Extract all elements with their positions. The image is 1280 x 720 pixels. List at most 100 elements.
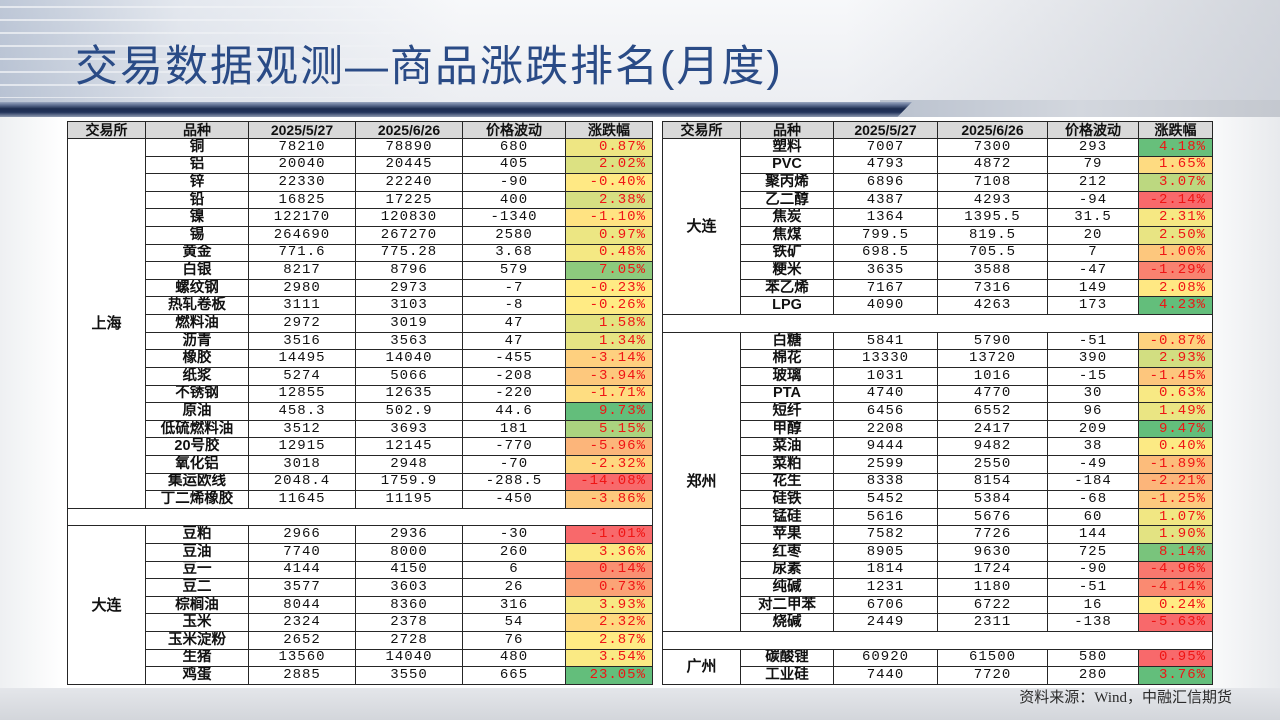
separator-cell bbox=[662, 314, 1213, 333]
price-change-cell: 181 bbox=[462, 419, 566, 439]
pct-change-cell: -3.86% bbox=[565, 490, 653, 509]
table-row: 锰硅 5616 5676 60 1.07% bbox=[663, 507, 1213, 527]
price-start-cell: 13560 bbox=[248, 648, 356, 668]
variety-cell: 红枣 bbox=[740, 543, 834, 562]
variety-cell: 黄金 bbox=[145, 243, 249, 263]
price-change-cell: 144 bbox=[1047, 525, 1139, 545]
price-change-cell: -68 bbox=[1047, 490, 1139, 509]
price-start-cell: 22330 bbox=[248, 173, 356, 192]
variety-cell: 生猪 bbox=[145, 648, 249, 668]
price-end-cell: 3693 bbox=[355, 419, 463, 439]
variety-cell: 白银 bbox=[145, 261, 249, 280]
price-start-cell: 12855 bbox=[248, 384, 356, 404]
price-change-cell: -90 bbox=[1047, 560, 1139, 580]
price-end-cell: 8360 bbox=[355, 595, 463, 615]
pct-change-cell: -0.87% bbox=[1138, 331, 1213, 351]
price-change-cell: 30 bbox=[1047, 384, 1139, 404]
price-end-cell: 2311 bbox=[937, 613, 1048, 633]
price-change-cell: 212 bbox=[1047, 173, 1139, 192]
pct-change-cell: 2.31% bbox=[1138, 208, 1213, 228]
table-head: 交易所 品种 2025/5/27 2025/6/26 价格波动 涨跌幅 bbox=[67, 121, 653, 139]
price-end-cell: 267270 bbox=[355, 226, 463, 245]
variety-cell: 豆油 bbox=[145, 543, 249, 562]
price-end-cell: 7316 bbox=[937, 278, 1048, 298]
price-start-cell: 4793 bbox=[833, 155, 938, 175]
header-band-right bbox=[880, 100, 1280, 118]
price-end-cell: 3563 bbox=[355, 331, 463, 351]
variety-cell: 燃料油 bbox=[145, 314, 249, 333]
price-start-cell: 2208 bbox=[833, 419, 938, 439]
variety-cell: 镍 bbox=[145, 208, 249, 228]
price-end-cell: 1180 bbox=[937, 578, 1048, 597]
table-row: 玻璃 1031 1016 -15 -1.45% bbox=[663, 366, 1213, 386]
price-end-cell: 1016 bbox=[937, 366, 1048, 386]
variety-cell: 锰硅 bbox=[740, 507, 834, 527]
price-start-cell: 3516 bbox=[248, 331, 356, 351]
price-start-cell: 458.3 bbox=[248, 402, 356, 421]
price-end-cell: 7108 bbox=[937, 173, 1048, 192]
separator-cell bbox=[662, 631, 1213, 650]
price-start-cell: 13330 bbox=[833, 349, 938, 368]
table-row: 不锈钢 12855 12635 -220 -1.71% bbox=[68, 384, 653, 404]
price-end-cell: 2948 bbox=[355, 454, 463, 474]
table-row: 甲醇 2208 2417 209 9.47% bbox=[663, 419, 1213, 439]
variety-cell: 对二甲苯 bbox=[740, 595, 834, 615]
variety-cell: 螺纹钢 bbox=[145, 278, 249, 298]
pct-change-cell: 1.90% bbox=[1138, 525, 1213, 545]
table-row: 纸浆 5274 5066 -208 -3.94% bbox=[68, 366, 653, 386]
variety-cell: 焦炭 bbox=[740, 208, 834, 228]
pct-change-cell: 2.02% bbox=[565, 155, 653, 175]
pct-change-cell: 0.63% bbox=[1138, 384, 1213, 404]
price-change-cell: 7 bbox=[1047, 243, 1139, 263]
price-start-cell: 3635 bbox=[833, 261, 938, 280]
pct-change-cell: 2.08% bbox=[1138, 278, 1213, 298]
group-separator-row bbox=[67, 507, 653, 527]
table-row: 苯乙烯 7167 7316 149 2.08% bbox=[663, 278, 1213, 298]
price-end-cell: 1395.5 bbox=[937, 208, 1048, 228]
price-start-cell: 4144 bbox=[248, 560, 356, 580]
variety-cell: 鸡蛋 bbox=[145, 666, 249, 685]
price-start-cell: 20040 bbox=[248, 155, 356, 175]
pct-change-cell: 3.36% bbox=[565, 543, 653, 562]
price-start-cell: 771.6 bbox=[248, 243, 356, 263]
price-change-cell: 20 bbox=[1047, 226, 1139, 245]
price-start-cell: 2324 bbox=[248, 613, 356, 633]
variety-cell: 尿素 bbox=[740, 560, 834, 580]
price-end-cell: 7720 bbox=[937, 666, 1048, 685]
price-change-cell: -15 bbox=[1047, 366, 1139, 386]
price-change-cell: 6 bbox=[462, 560, 566, 580]
table-row: 生猪 13560 14040 480 3.54% bbox=[68, 648, 653, 668]
pct-change-cell: 5.15% bbox=[565, 419, 653, 439]
price-start-cell: 7740 bbox=[248, 543, 356, 562]
price-end-cell: 775.28 bbox=[355, 243, 463, 263]
variety-cell: 橡胶 bbox=[145, 349, 249, 368]
table-row: 玉米淀粉 2652 2728 76 2.87% bbox=[68, 631, 653, 650]
price-start-cell: 1231 bbox=[833, 578, 938, 597]
pct-change-cell: 0.48% bbox=[565, 243, 653, 263]
price-start-cell: 2599 bbox=[833, 454, 938, 474]
pct-change-cell: -0.40% bbox=[565, 173, 653, 192]
table-body: 大连 塑料 7007 7300 293 4.18% PVC 4793 4872 79 1.65% 聚丙… bbox=[662, 137, 1213, 686]
pct-change-header: 涨跌幅 bbox=[565, 121, 653, 139]
price-start-cell: 1031 bbox=[833, 366, 938, 386]
variety-cell: 氧化铝 bbox=[145, 454, 249, 474]
table-row: 广州 碳酸锂 60920 61500 580 0.95% bbox=[662, 648, 1213, 686]
pct-change-cell: -14.08% bbox=[565, 472, 653, 492]
price-end-cell: 11195 bbox=[355, 490, 463, 509]
variety-cell: 棕榈油 bbox=[145, 595, 249, 615]
price-end-cell: 17225 bbox=[355, 190, 463, 210]
variety-cell: 低硫燃料油 bbox=[145, 419, 249, 439]
price-end-cell: 2936 bbox=[355, 525, 463, 545]
commodity-table-left: 交易所 品种 2025/5/27 2025/6/26 价格波动 涨跌幅 上海铜 78210 7… bbox=[67, 121, 653, 685]
table-row: 燃料油 2972 3019 47 1.58% bbox=[68, 314, 653, 333]
price-start-cell: 8044 bbox=[248, 595, 356, 615]
price-end-cell: 1724 bbox=[937, 560, 1048, 580]
price-change-cell: -30 bbox=[462, 525, 566, 545]
variety-cell: 豆二 bbox=[145, 578, 249, 597]
variety-cell: 花生 bbox=[740, 472, 834, 492]
price-change-cell: -51 bbox=[1047, 331, 1139, 351]
pct-change-cell: 1.07% bbox=[1138, 507, 1213, 527]
table-row: 棉花 13330 13720 390 2.93% bbox=[663, 349, 1213, 368]
pct-change-cell: 2.87% bbox=[565, 631, 653, 650]
